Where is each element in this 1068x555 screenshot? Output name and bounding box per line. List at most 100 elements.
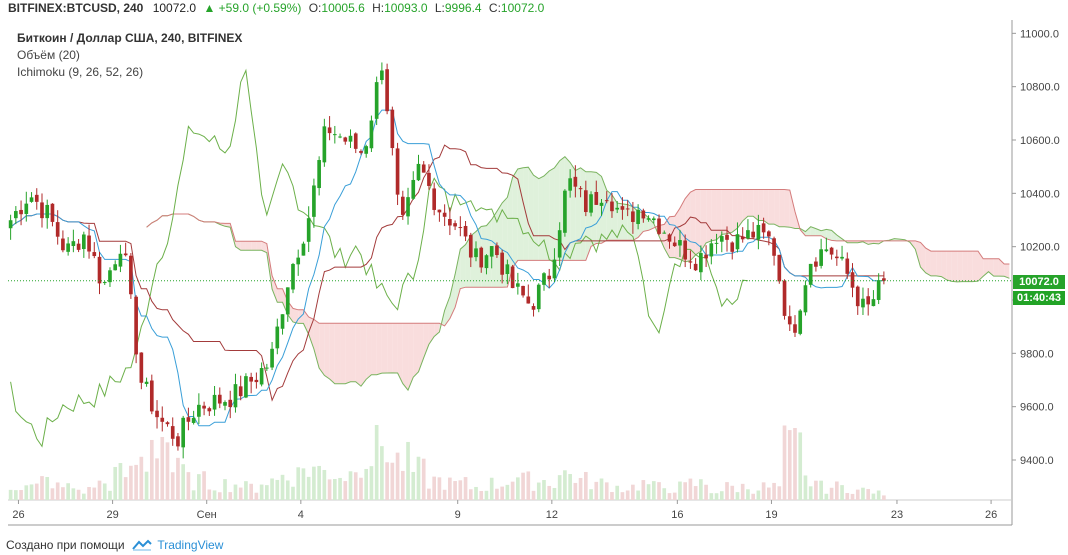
high-value: 10093.0 [384, 1, 428, 15]
candle-body [693, 263, 698, 271]
ichimoku-conversion-line [10, 109, 884, 427]
volume-bar [312, 466, 316, 500]
volume-bar [845, 492, 850, 500]
volume-bar [92, 487, 97, 500]
ichimoku-cloud-segment [930, 251, 937, 276]
candle-body [411, 179, 416, 199]
ichimoku-span-b-line [146, 189, 1010, 327]
ichimoku-cloud-segment [915, 240, 921, 268]
ichimoku-cloud-segment [319, 323, 325, 376]
volume-bar [327, 479, 332, 500]
ichimoku-cloud-segment [721, 189, 728, 235]
ichimoku-indicator-label[interactable]: Ichimoku (9, 26, 52, 26) [17, 65, 144, 79]
footer-brand[interactable]: TradingView [157, 538, 224, 552]
candle-body [516, 283, 520, 287]
volume-bar [672, 492, 677, 500]
candle-body [678, 240, 682, 246]
volume-bar [139, 456, 144, 500]
candle-body [578, 188, 583, 190]
candle-body [390, 109, 395, 149]
ichimoku-cloud-segment [340, 323, 346, 384]
candle-body [421, 164, 426, 173]
candle-body [306, 218, 311, 242]
candle-body [442, 212, 447, 217]
candle-body [552, 259, 557, 279]
volume-indicator-label[interactable]: Объём (20) [17, 48, 80, 62]
candle-body [207, 408, 212, 412]
candle-body [301, 243, 306, 256]
candle-body [254, 379, 259, 383]
candle-body [437, 209, 442, 213]
volume-bar [704, 484, 708, 500]
volume-bar [71, 488, 76, 500]
candle-body [217, 394, 222, 404]
volume-bar [740, 483, 745, 500]
candle-body [782, 280, 787, 316]
volume-bar [683, 482, 688, 500]
candle-body [160, 417, 165, 422]
candle-body [270, 348, 274, 368]
candle-body [657, 218, 661, 234]
candle-body [353, 133, 358, 149]
candle-body [332, 134, 337, 136]
volume-bar [782, 425, 787, 500]
candle-body [761, 223, 766, 233]
volume-bar [542, 480, 546, 500]
volume-bar [552, 487, 557, 500]
volume-bar [453, 481, 457, 500]
volume-bar [725, 482, 729, 500]
volume-bar [338, 477, 342, 500]
y-tick-label: 10600.0 [1020, 135, 1060, 147]
ichimoku-cloud-segment [329, 323, 335, 384]
volume-bar [829, 487, 834, 500]
volume-bar [604, 482, 609, 500]
volume-bar [442, 489, 447, 500]
ichimoku-cloud-segment [444, 296, 450, 326]
volume-bar [34, 483, 39, 500]
candle-body [280, 314, 285, 329]
candle-body [129, 255, 133, 295]
volume-bar [202, 471, 206, 500]
candle-body [526, 296, 531, 304]
volume-bar [521, 472, 525, 500]
high-label: H: [372, 1, 385, 15]
candle-body [29, 197, 34, 202]
volume-bar [573, 482, 578, 500]
volume-bar [40, 476, 44, 500]
chart-title: Биткоин / Доллар США, 240, BITFINEX [17, 31, 243, 45]
volume-bar [343, 481, 348, 500]
candle-body [746, 230, 750, 239]
candle-body [662, 232, 667, 234]
volume-bar [651, 481, 656, 500]
ichimoku-cloud-segment [601, 176, 607, 244]
countdown-tag: 01:40:43 [1013, 291, 1065, 305]
ichimoku-cloud-segment [434, 323, 440, 337]
volume-bar [437, 477, 442, 500]
candle-body [610, 201, 614, 212]
volume-bar [688, 478, 693, 500]
open-label: O: [308, 1, 322, 15]
volume-bar [8, 489, 13, 500]
candle-body [14, 211, 18, 219]
ichimoku-cloud-segment [732, 189, 738, 233]
volume-bar [767, 487, 771, 500]
candle-body [374, 82, 379, 119]
volume-bar [369, 466, 374, 500]
candle-body [803, 285, 808, 313]
candle-body [97, 256, 102, 284]
ichimoku-cloud-segment [460, 244, 466, 289]
volume-bar [772, 482, 776, 500]
ichimoku-cloud-segment [946, 251, 952, 282]
volume-bar [353, 472, 358, 500]
volume-bar [165, 442, 170, 500]
volume-bar [793, 427, 797, 500]
ichimoku-cloud-segment [292, 308, 299, 324]
candle-body [651, 218, 656, 221]
ichimoku-cloud-segment [925, 248, 931, 276]
volume-bar [181, 464, 186, 500]
volume-bar [678, 481, 682, 500]
candle-body [312, 185, 316, 217]
ichimoku-cloud-segment [747, 189, 754, 217]
